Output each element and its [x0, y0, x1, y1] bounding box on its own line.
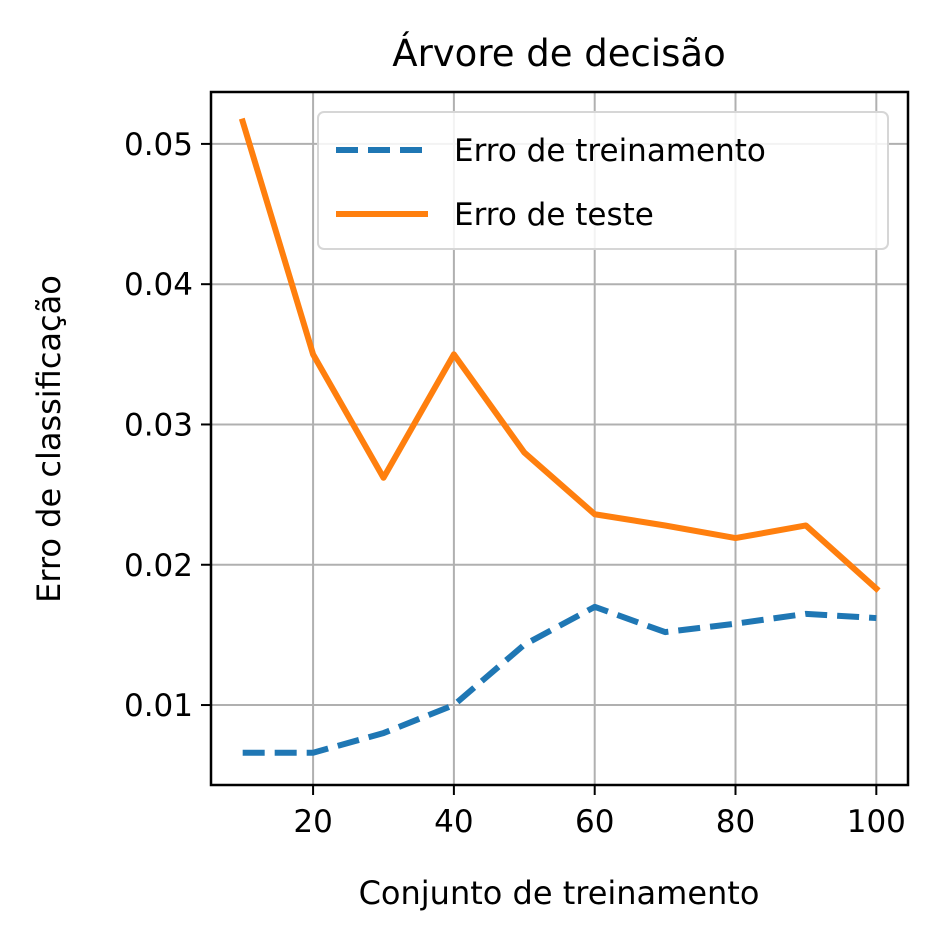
x-tick-label: 80 — [716, 804, 755, 840]
plot-frame — [209, 90, 910, 787]
x-tick-label: 100 — [847, 804, 906, 840]
series-line-1 — [242, 603, 877, 756]
axis-ticks: 20 40 60 80 100 0.01 0.02 0.03 0.04 0.05 — [124, 127, 906, 840]
legend-label-2: Erro de teste — [454, 197, 654, 233]
x-tick-label: 40 — [434, 804, 473, 840]
y-tick-label: 0.02 — [124, 548, 193, 584]
legend: Erro de treinamento Erro de teste — [317, 111, 889, 250]
y-tick-label: 0.01 — [124, 688, 193, 724]
chart-title: Árvore de decisão — [392, 31, 725, 75]
y-axis-label: Erro de classificação — [30, 275, 68, 603]
legend-box — [317, 111, 889, 250]
x-axis-label: Conjunto de treinamento — [359, 874, 760, 912]
x-tick-label: 60 — [575, 804, 614, 840]
series-line-2 — [238, 117, 881, 593]
y-tick-label: 0.05 — [124, 127, 193, 163]
x-tick-label: 20 — [293, 804, 332, 840]
legend-label-1: Erro de treinamento — [454, 133, 766, 169]
y-tick-label: 0.03 — [124, 407, 193, 443]
y-tick-label: 0.04 — [124, 267, 193, 303]
series-lines — [238, 117, 881, 756]
